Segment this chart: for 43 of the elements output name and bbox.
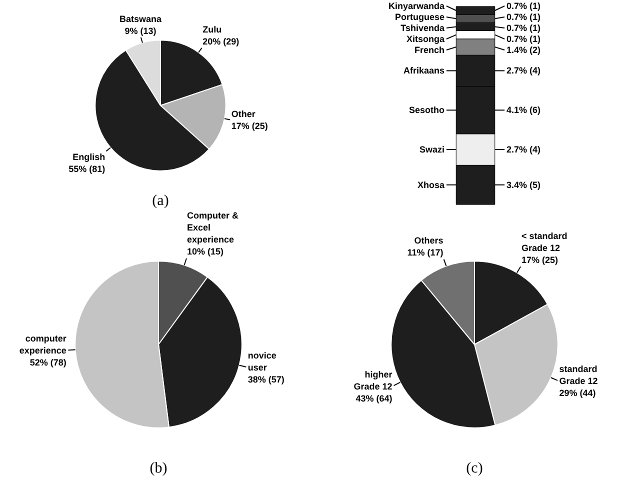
- legend-label: Xhosa: [417, 180, 446, 190]
- slice-label: Other: [231, 109, 256, 120]
- legend-label: French: [414, 45, 445, 55]
- data-label: 10% (15): [187, 246, 224, 257]
- slice-label: < standard Grade 12: [521, 231, 568, 254]
- legend-label: Tshivenda: [400, 23, 446, 33]
- slice-label: English: [72, 152, 106, 162]
- data-label: 2.7% (4): [506, 144, 541, 155]
- legend-label: Swazi: [419, 144, 445, 155]
- slice-label: standard Grade 12: [559, 364, 598, 386]
- data-label: 2.7% (4): [506, 66, 541, 76]
- legend-label: Afrikaans: [403, 66, 445, 76]
- data-label: 0.7% (1): [506, 12, 541, 22]
- slice-label: Batswana: [120, 14, 163, 24]
- slice-label: computer experience: [19, 333, 67, 356]
- data-label: 43% (64): [356, 393, 392, 404]
- slice-label: higher Grade 12: [354, 369, 393, 392]
- data-label: 0.7% (1): [506, 34, 541, 44]
- text: (b): [150, 460, 168, 477]
- legend-label: Kinyarwanda: [388, 1, 446, 11]
- data-label: 29% (44): [559, 388, 596, 398]
- data-label: 17% (25): [231, 121, 268, 132]
- text: (a): [152, 193, 169, 210]
- data-label: 38% (57): [248, 374, 284, 384]
- legend-label: Portuguese: [394, 12, 445, 22]
- data-label: 1.4% (2): [506, 45, 541, 55]
- data-label: 0.7% (1): [506, 23, 541, 33]
- slice-label: Others: [414, 236, 444, 246]
- data-label: 4.1% (6): [506, 105, 541, 116]
- data-label: 11% (17): [407, 248, 444, 258]
- slice-label: Computer & Excel experience: [187, 210, 240, 245]
- data-label: 20% (29): [202, 36, 240, 47]
- slice-label: novice user: [248, 350, 276, 372]
- data-label: 17% (25): [521, 255, 558, 266]
- text: (c): [466, 460, 483, 477]
- data-label: 3.4% (5): [506, 180, 541, 190]
- data-label: 55% (81): [68, 164, 106, 174]
- data-label: 52% (78): [30, 357, 66, 368]
- legend-label: Xitsonga: [406, 34, 446, 44]
- legend-label: Sesotho: [408, 105, 445, 116]
- slice-label: Zulu: [202, 24, 222, 35]
- data-label: 9% (13): [124, 26, 156, 36]
- data-label: 0.7% (1): [506, 1, 541, 11]
